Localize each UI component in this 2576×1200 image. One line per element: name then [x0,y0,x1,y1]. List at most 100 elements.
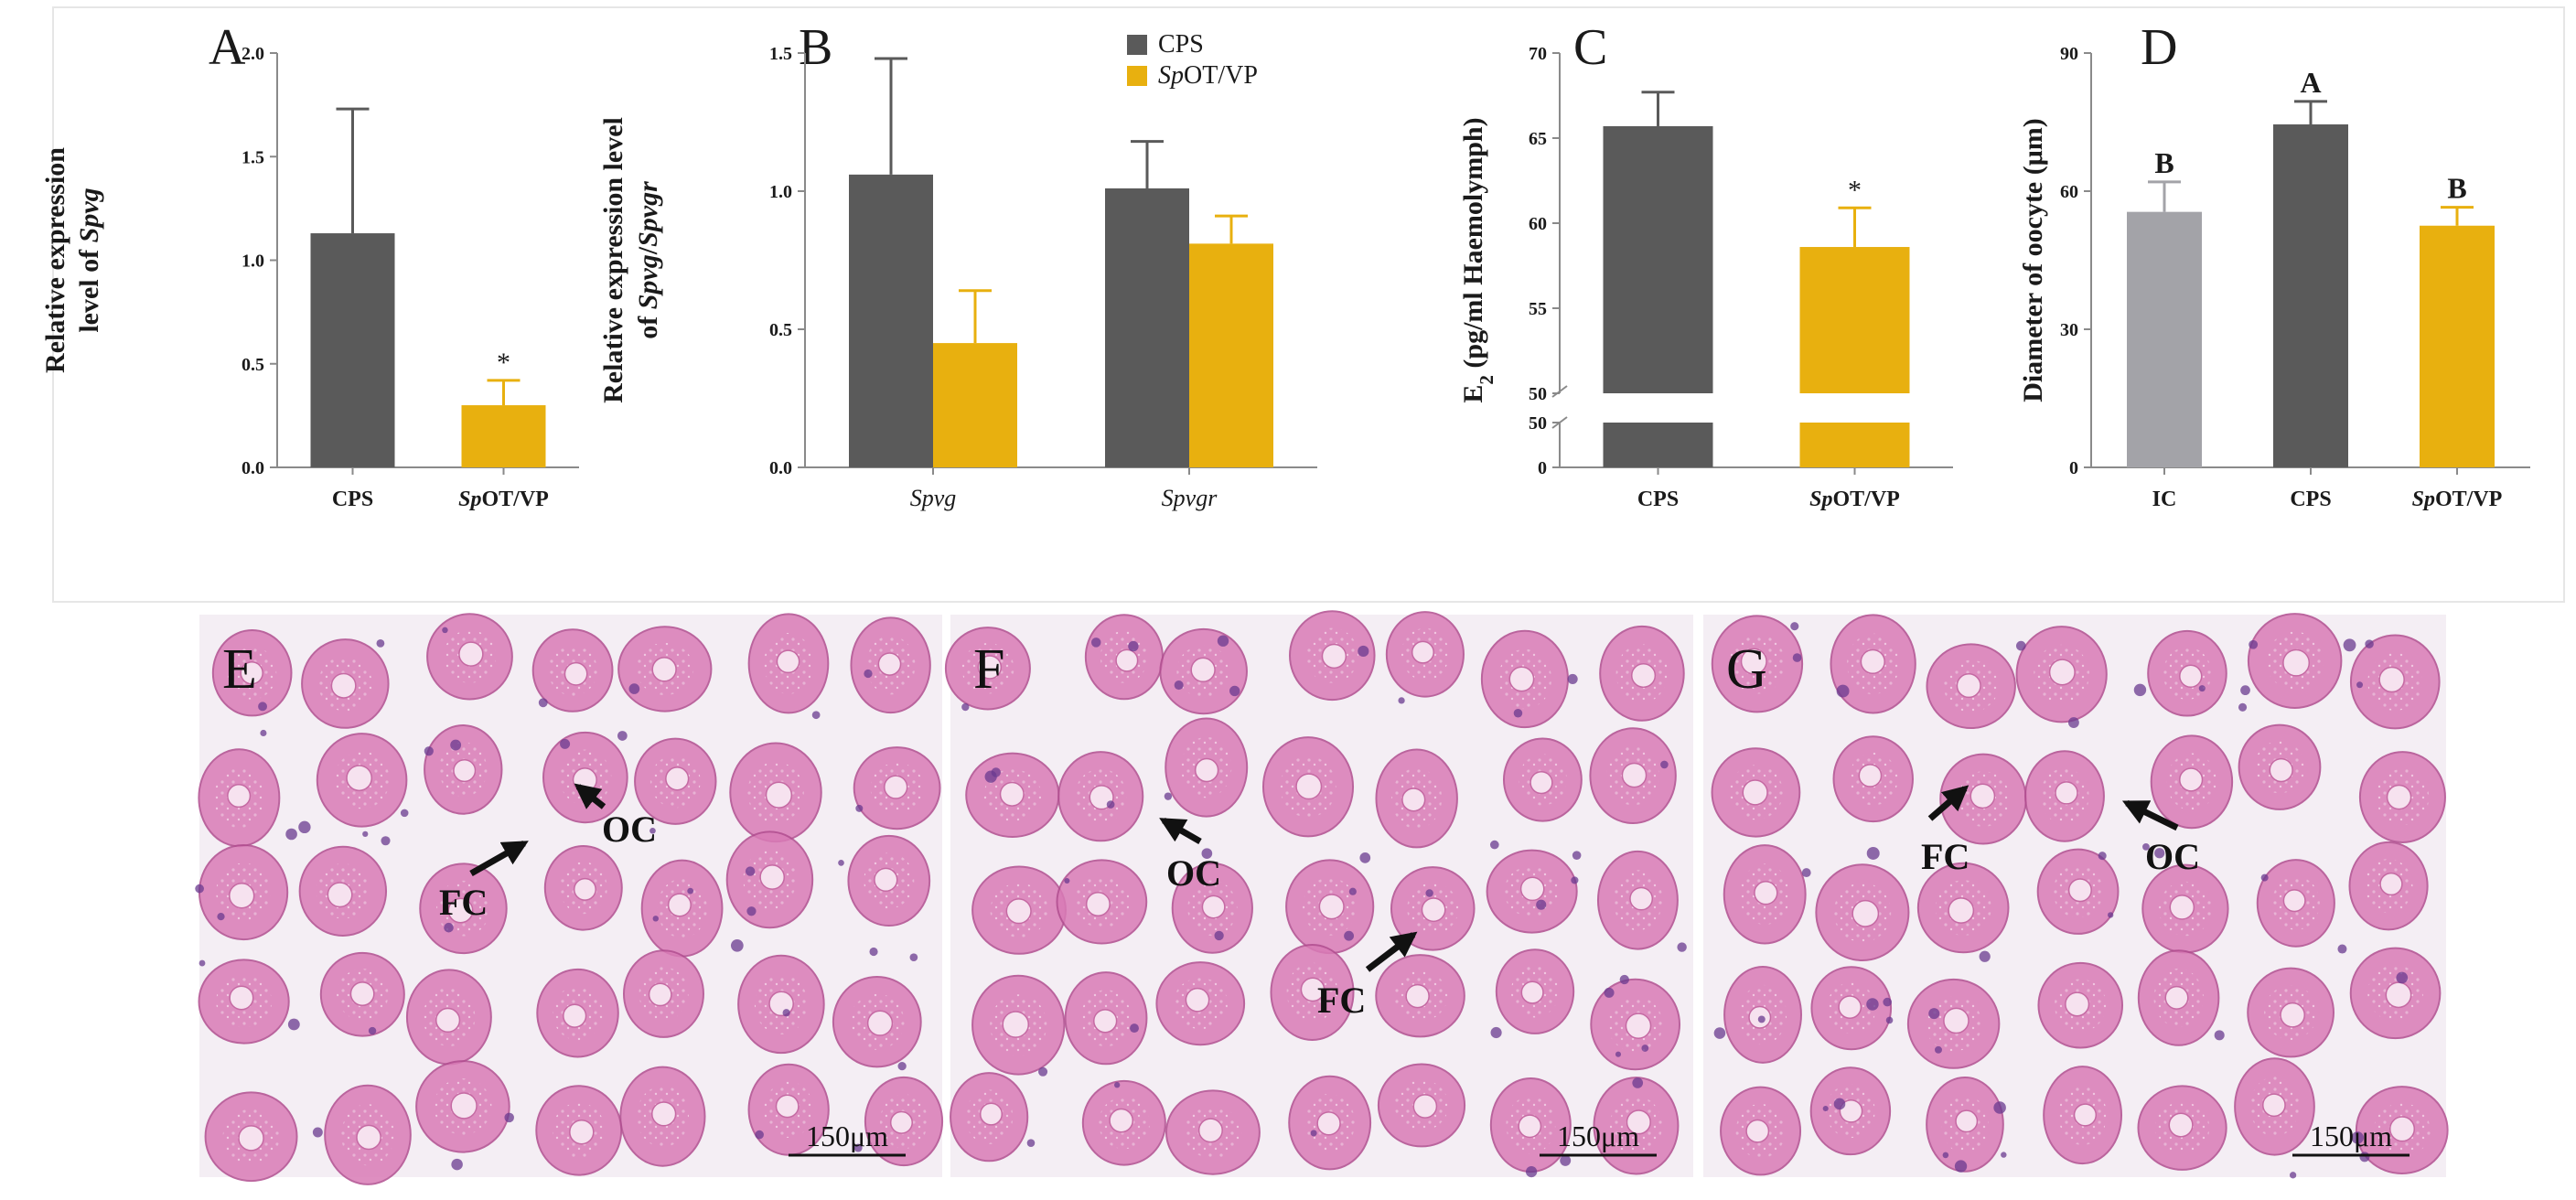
follicle-cell [1885,1016,1894,1024]
micrograph-panel-g: G FC OC 150μm [1703,613,2449,1179]
y-axis-label: level of Spvg [74,188,104,332]
significance-label: A [2300,66,2321,99]
follicle-cell [1106,800,1115,809]
y-tick-label: 0 [1538,458,1547,478]
y-axis-label-part: Diameter of oocyte (μm) [2018,118,2048,402]
follicle-cell [2365,639,2374,648]
x-tick-label-italic: Spvg [910,485,957,511]
significance-label: * [497,348,510,378]
oocyte-nucleus [2164,985,2189,1010]
significance-label: B [2154,146,2174,179]
oocyte-nucleus [453,758,477,783]
panel-letter: A [209,19,246,76]
follicle-cell [1567,673,1578,684]
follicle-cell [730,938,744,952]
oocyte-nucleus [1185,987,1210,1012]
oocyte-nucleus [2280,1002,2306,1028]
scale-bar-label: 150μm [806,1120,888,1152]
y-axis-label-part: Relative expression [40,147,70,373]
micrograph-panel-e: E OC FC 150μm [195,613,944,1185]
y-tick-label: 90 [2060,44,2078,64]
x-tick-label-part: OT/VP [1833,488,1900,511]
oocyte-nucleus [2073,1103,2098,1127]
follicle-cell [1026,1139,1036,1147]
follicle-cell [617,731,628,741]
follicle-cell [853,1143,863,1152]
follicle-cell [504,1112,514,1123]
x-tick-label-italic: Sp [2412,488,2435,511]
follicle-cell [1993,1101,2006,1114]
x-tick-label-part: CPS [2290,488,2331,511]
follicle-cell [1619,974,1629,985]
follicle-cell [1866,846,1880,860]
follicle-cell [1677,942,1687,952]
oocyte-nucleus [1201,895,1226,919]
oocyte-nucleus [349,981,375,1007]
oocyte-nucleus [1956,673,1981,699]
oocyte-nucleus [1530,771,1553,795]
oocyte-nucleus [1002,1011,1030,1038]
follicle-cell [368,1026,377,1035]
follicle-cell [1425,889,1433,897]
chart-panel-d: D Diameter of oocyte (μm) 0 30 60 90 B IC A CPS B S… [2018,19,2530,511]
follicle-cell [199,959,206,967]
follicle-cell [897,1061,907,1071]
bar [1603,125,1713,394]
x-tick-label-part: CPS [332,488,373,511]
follicle-cell [1833,1098,1846,1110]
oocyte-nucleus [1411,640,1434,664]
oocyte-nucleus [2179,767,2204,792]
bar [1189,243,1273,467]
oocyte-nucleus [1508,666,1535,692]
panel-letter: C [1573,19,1607,76]
y-axis-label-part: of [633,309,663,339]
oocyte-nucleus [1197,1118,1223,1143]
y-axis-label-part: (pg/ml Haemolymph) [1458,117,1488,375]
oocyte-nucleus [1621,762,1648,788]
oocyte-nucleus [2048,659,2076,686]
y-axis-label-part: E [1458,385,1488,403]
oocyte-nucleus [2385,981,2412,1009]
oocyte-nucleus [2388,1116,2416,1142]
follicle-cell [1560,1154,1572,1166]
y-tick-label: 1.0 [242,252,264,272]
oocyte-nucleus [1626,1109,1651,1135]
oocyte-nucleus [1321,643,1347,670]
oocyte-nucleus [1519,876,1545,902]
x-tick-label: SpOT/VP [1809,488,1900,511]
oocyte-nucleus [2055,781,2078,805]
cell-label: OC [2145,836,2200,877]
follicle-cell [745,866,756,876]
x-tick-label-part: IC [2152,488,2177,511]
cell-label: FC [1921,836,1970,877]
bar-lower-segment [1799,423,1910,467]
oocyte-nucleus [648,982,672,1007]
follicle-cell [855,804,864,812]
oocyte-nucleus [346,765,373,792]
follicle-cell [2015,640,2026,651]
cell-label: OC [602,809,657,850]
follicle-cell [961,702,970,712]
follicle-cell [217,913,225,921]
y-tick-label: 0.0 [769,458,792,478]
x-tick-label: CPS [1637,488,1679,511]
follicle-cell [450,739,462,751]
y-tick-label: 1.0 [769,182,792,202]
oocyte-nucleus [450,1092,478,1120]
follicle-cell [2142,842,2150,851]
follicle-cell [687,887,694,895]
legend-label: SpOT/VP [1158,61,1258,90]
oocyte-nucleus [327,882,353,908]
follicle-cell [1660,760,1669,769]
cell-label: FC [439,882,488,923]
follicle-cell [2260,873,2269,882]
follicle-cell [1822,1105,1829,1112]
oocyte-nucleus [866,1010,894,1036]
follicle-cell [2343,638,2356,652]
oocyte-nucleus [1860,648,1885,675]
y-tick-label: 1.5 [769,44,792,64]
chart-panel-a: A Relative expression level of Spvg 0.0 0.5 1… [40,19,579,511]
oocyte-nucleus [2386,784,2412,810]
follicle-cell [1064,877,1070,884]
follicle-cell [400,809,409,818]
